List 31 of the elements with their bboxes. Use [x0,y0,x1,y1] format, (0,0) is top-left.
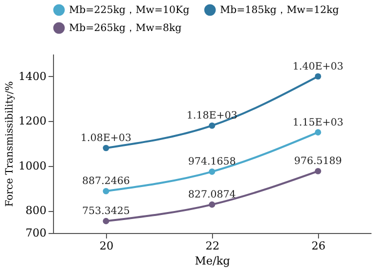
point [314,168,322,174]
y-tick-label: 800 [26,204,46,218]
legend-label: Mb=185kg，Mw=12kg [220,5,340,16]
point [208,168,216,175]
point [102,188,110,194]
data-label: 976.5189 [294,156,342,168]
point [314,73,322,80]
x-tick-label: 26 [312,240,326,252]
data-label: 1.08E+03 [80,132,132,144]
legend-label: Mb=225kg，Mw=10Kg [69,5,190,16]
data-label: 827.0874 [188,190,236,201]
data-label: 753.3425 [82,206,130,218]
data-label: 887.2466 [82,176,130,188]
data-label: 1.15E+03 [292,117,344,128]
point [314,129,322,136]
data-label: 1.40E+03 [292,61,344,72]
y-tick-label: 1000 [18,159,46,172]
x-axis-title: Me/kg [194,254,230,268]
point [208,201,216,208]
point [102,144,110,152]
point [208,122,216,129]
x-tick-label: 20 [100,240,114,252]
y-tick-label: 1200 [18,114,46,128]
y-tick-label: 700 [26,226,46,240]
point [102,218,110,224]
y-axis-title: Force Transmissibility/% [4,81,16,207]
legend-label: Mb=265kg，Mw=8kg [69,23,182,34]
data-label: 974.1658 [188,156,236,168]
x-tick-label: 22 [206,240,220,252]
y-tick-label: 1400 [18,70,46,83]
data-label: 1.18E+03 [186,110,238,122]
